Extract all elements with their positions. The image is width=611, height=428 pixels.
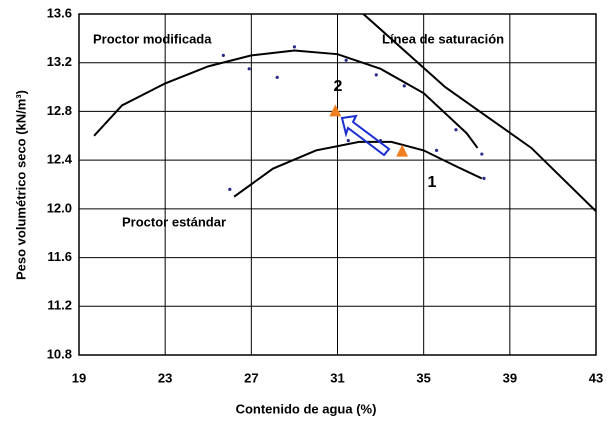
x-tick-label: 39 (503, 370, 517, 385)
data-point (247, 67, 251, 71)
y-tick-label: 12.0 (47, 200, 72, 215)
point-label: 2 (334, 78, 343, 95)
y-tick-label: 11.2 (47, 298, 72, 313)
curve (362, 14, 596, 213)
y-tick-label: 12.8 (47, 103, 72, 118)
curve (233, 140, 483, 198)
y-tick-label: 13.2 (47, 54, 72, 69)
arrow (340, 114, 391, 157)
triangle-marker (396, 144, 409, 157)
x-tick-label: 31 (330, 370, 344, 385)
data-point (346, 139, 350, 143)
data-point (221, 53, 225, 58)
data-point (434, 148, 439, 152)
curve-label: Proctor modificada (93, 31, 212, 46)
data-point (402, 84, 406, 88)
y-axis-title: Peso volumétrico seco (kN/m³) (13, 90, 28, 280)
y-tick-label: 13.6 (47, 5, 72, 20)
point-label: 1 (428, 174, 437, 191)
data-point (292, 45, 297, 49)
x-tick-label: 27 (244, 370, 258, 385)
x-tick-label: 43 (589, 370, 603, 385)
x-tick-label: 23 (158, 370, 172, 385)
y-tick-label: 11.6 (47, 249, 72, 264)
y-tick-label: 10.8 (47, 346, 72, 361)
curve-label: Proctor estándar (122, 214, 226, 229)
x-tick-label: 35 (416, 370, 430, 385)
data-point (275, 75, 279, 79)
x-axis-title: Contenido de agua (%) (236, 401, 377, 416)
data-point (454, 128, 458, 132)
plot-frame (78, 13, 597, 356)
data-point (228, 187, 232, 191)
data-point (482, 176, 486, 181)
data-point (344, 58, 348, 62)
triangle-marker (329, 104, 342, 117)
curve-label: Línea de saturación (382, 31, 504, 46)
curve (93, 49, 479, 149)
x-tick-label: 19 (72, 370, 86, 385)
y-tick-label: 12.4 (47, 152, 73, 167)
data-point (480, 152, 484, 156)
data-point (374, 73, 378, 77)
